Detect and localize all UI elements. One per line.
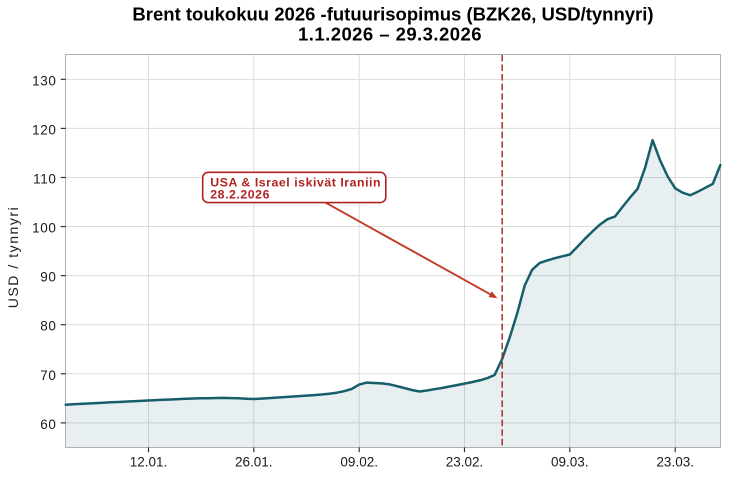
- svg-text:100: 100: [32, 221, 56, 236]
- svg-text:09.02.: 09.02.: [340, 455, 378, 470]
- svg-text:60: 60: [40, 417, 56, 432]
- svg-text:80: 80: [40, 319, 56, 334]
- svg-text:26.01.: 26.01.: [235, 455, 273, 470]
- svg-text:130: 130: [32, 73, 56, 88]
- svg-text:120: 120: [32, 122, 56, 137]
- svg-text:110: 110: [33, 172, 56, 187]
- svg-text:70: 70: [40, 368, 56, 383]
- svg-text:USA & Israel iskivät Iraniin: USA & Israel iskivät Iraniin: [210, 175, 381, 189]
- svg-text:09.03.: 09.03.: [551, 455, 589, 470]
- svg-text:1.1.2026 – 29.3.2026: 1.1.2026 – 29.3.2026: [298, 24, 482, 45]
- svg-text:USD / tynnyri: USD / tynnyri: [5, 206, 21, 309]
- svg-text:23.02.: 23.02.: [446, 455, 484, 470]
- svg-text:Brent toukokuu 2026 -futuuriso: Brent toukokuu 2026 -futuurisopimus (BZK…: [132, 4, 653, 25]
- svg-text:23.03.: 23.03.: [656, 455, 694, 470]
- svg-text:90: 90: [40, 270, 56, 285]
- svg-text:28.2.2026: 28.2.2026: [210, 188, 270, 202]
- svg-text:12.01.: 12.01.: [130, 455, 168, 470]
